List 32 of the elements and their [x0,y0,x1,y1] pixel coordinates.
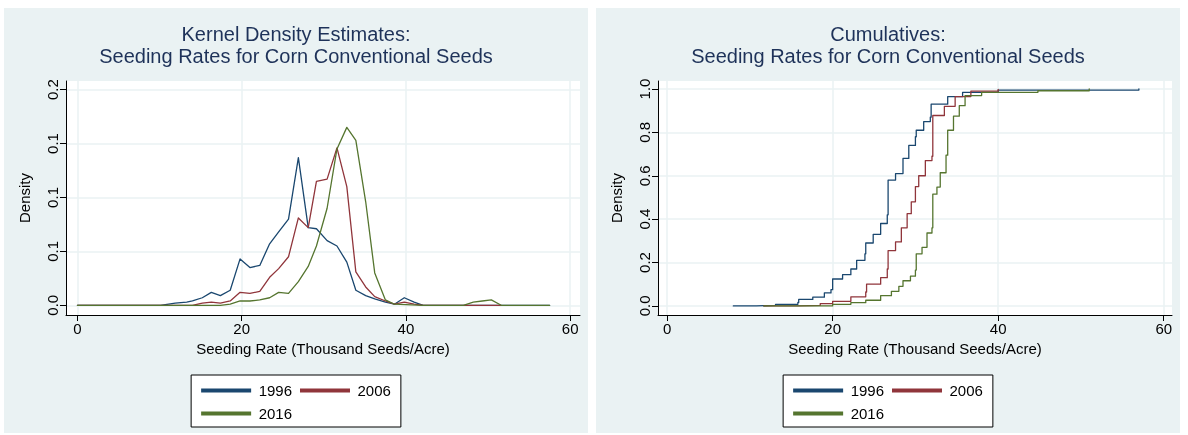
y-tick-label: 0.8 [636,121,653,143]
x-tick-label: 40 [397,320,415,337]
x-axis-title: Seeding Rate (Thousand Seeds/Acre) [196,339,450,357]
y-axis-title: Density [608,172,625,224]
x-axis-title: Seeding Rate (Thousand Seeds/Acre) [788,339,1042,357]
chart-title: Cumulatives: Seeding Rates for Corn Conventional Seeds [691,23,1085,67]
legend-label: 2016 [258,405,293,422]
legend-label: 2016 [850,405,885,422]
x-tick-label: 0 [662,320,672,337]
y-tick-label: 0.1 [44,187,61,208]
y-tick-label: 0.4 [636,208,653,230]
x-tick-label: 40 [989,320,1007,337]
x-tick-label: 60 [561,320,579,337]
y-tick-label: 1.0 [636,78,653,100]
x-tick-label: 0 [73,320,82,337]
legend-label: 2006 [949,382,983,399]
y-tick-label: 0.2 [636,252,653,273]
legend-label: 1996 [258,382,293,399]
x-tick-label: 60 [1155,320,1173,337]
x-tick-label: 20 [233,320,251,337]
y-tick-label: 0.0 [636,295,653,317]
y-tick-label: 0.2 [44,79,61,101]
y-tick-label: 0.0 [44,294,61,316]
y-axis-title: Density [16,172,33,224]
y-tick-label: 0.6 [636,165,653,187]
y-tick-label: 0.1 [44,240,61,262]
y-tick-label: 0.1 [44,133,61,154]
chart-title: Kernel Density Estimates: Seeding Rates for Corn Conventional Seeds [99,23,493,67]
x-tick-label: 20 [824,320,841,337]
legend-label: 1996 [850,382,885,399]
line-series [76,126,551,306]
legend-label: 2006 [357,382,391,399]
